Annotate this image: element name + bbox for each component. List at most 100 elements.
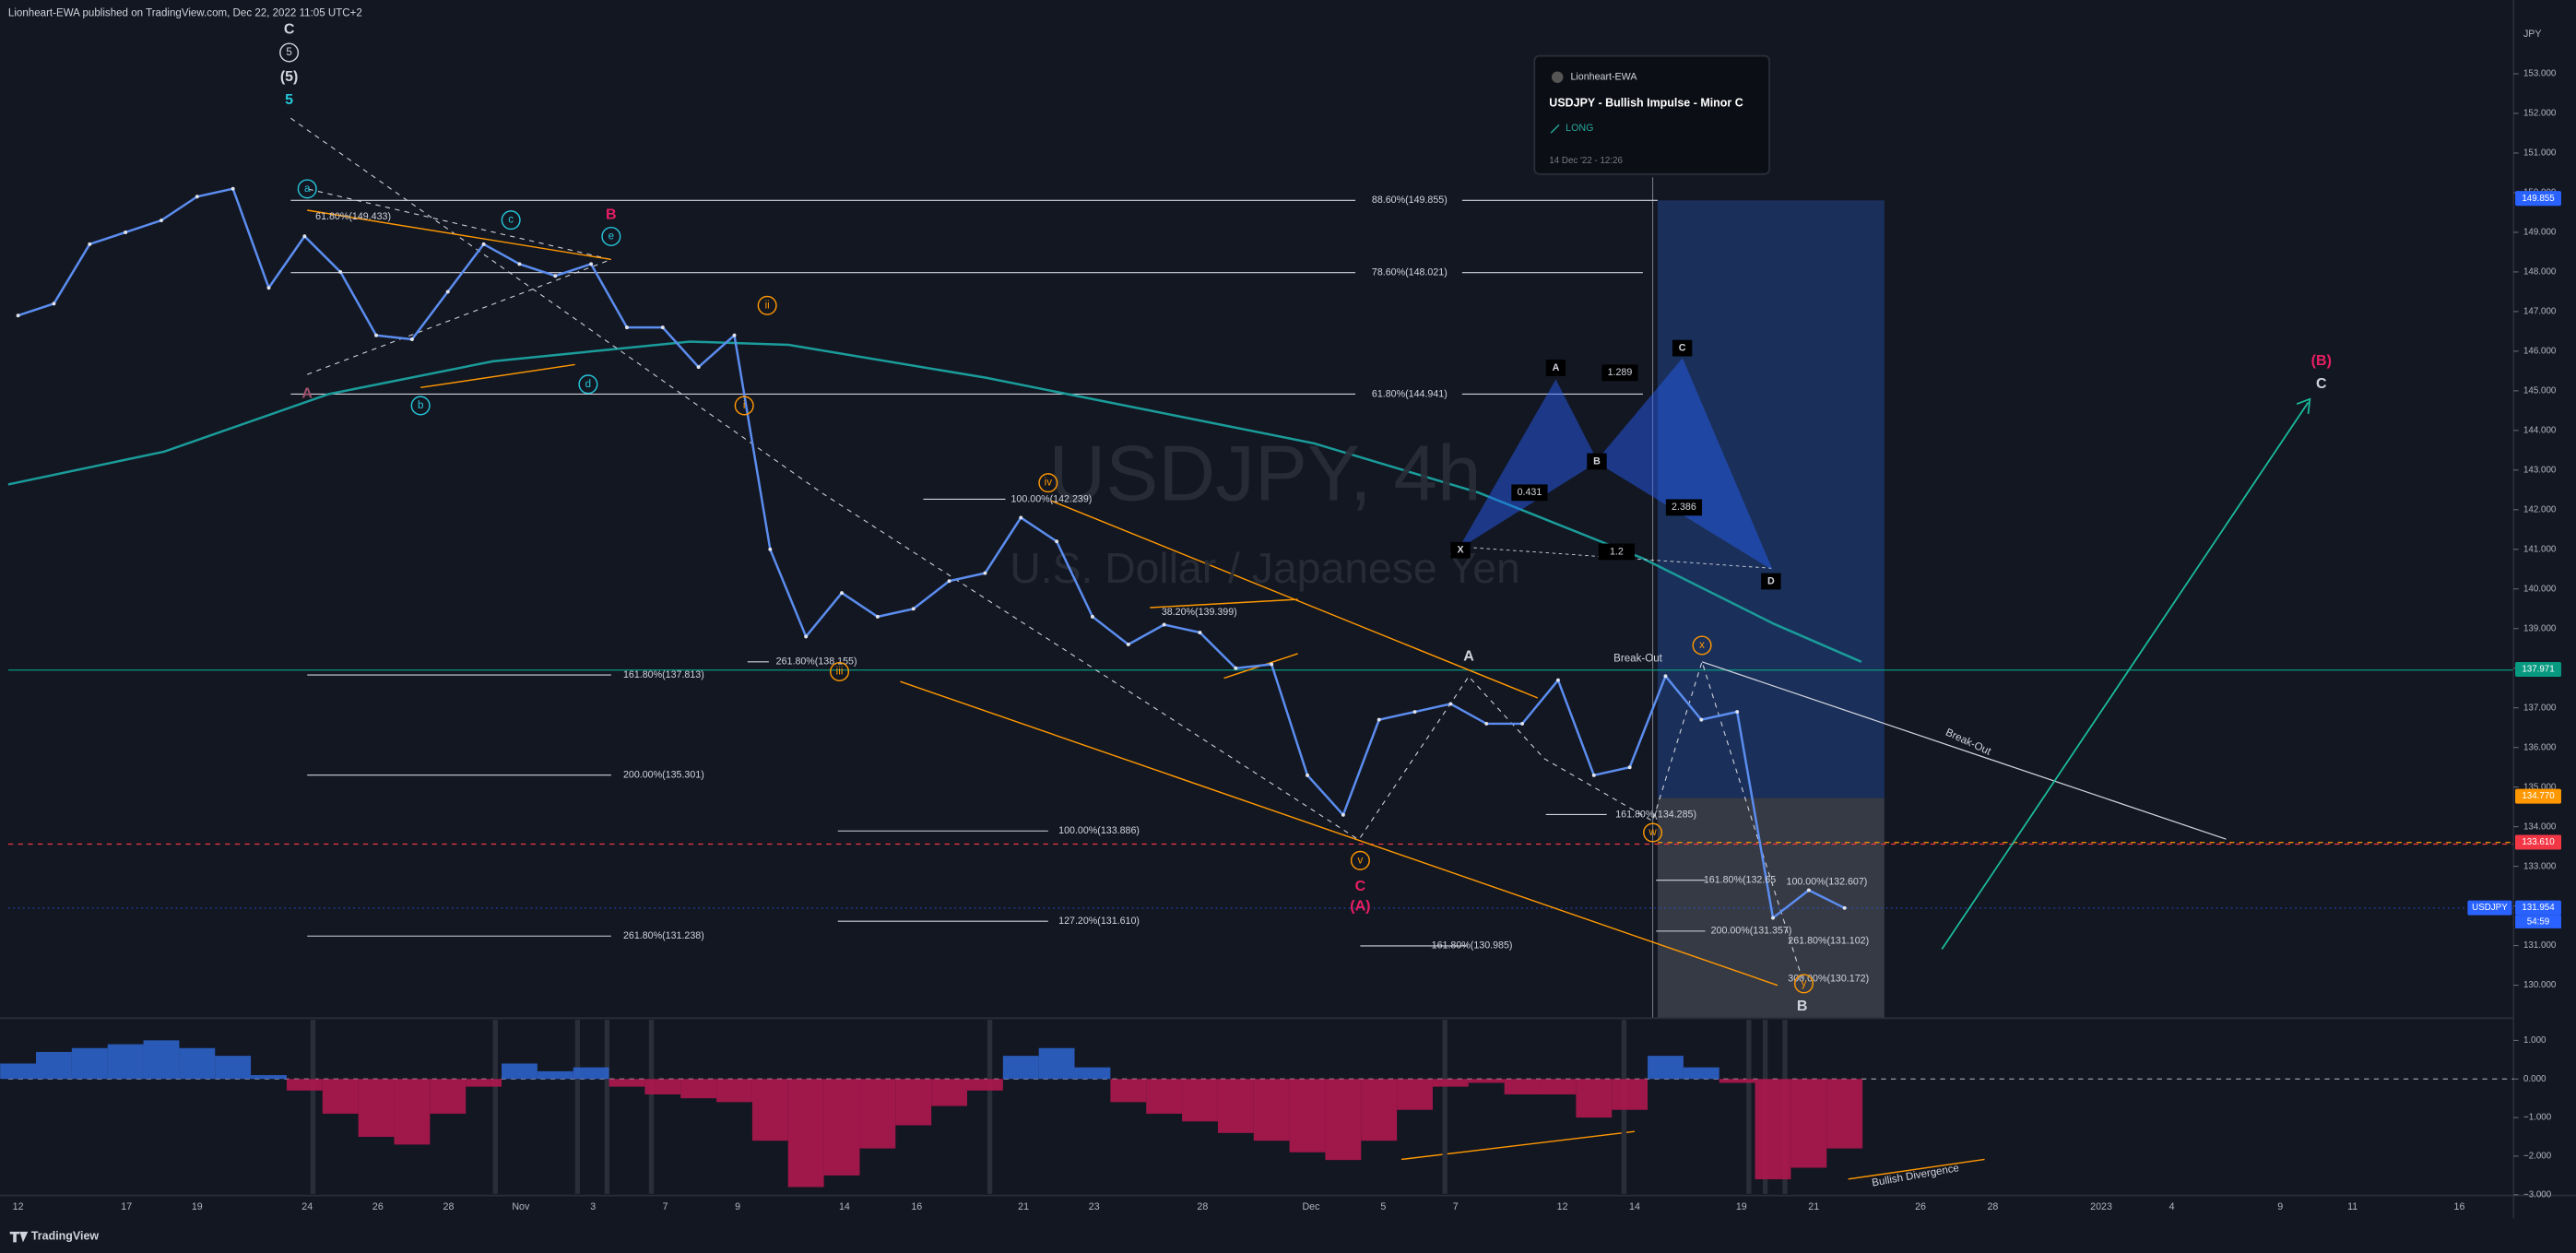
osc-bar xyxy=(787,1079,824,1188)
y-tick-label: 148.000 xyxy=(2523,267,2557,278)
idea-author: Lionheart-EWA xyxy=(1570,72,1637,83)
y-tick-label: 134.000 xyxy=(2523,822,2557,832)
price-point xyxy=(1341,812,1345,817)
wave-label: X xyxy=(1458,545,1465,556)
osc-bar xyxy=(931,1079,967,1106)
price-point xyxy=(1806,888,1811,892)
harmonic-xd xyxy=(1460,546,1771,569)
osc-bar xyxy=(466,1079,502,1087)
wave-label: B xyxy=(1797,998,1808,1014)
wave-label: 0.431 xyxy=(1518,487,1542,498)
fib-label: 300.00%(130.172) xyxy=(1788,973,1869,984)
price-tag-label: 137.971 xyxy=(2522,665,2554,675)
band xyxy=(987,1020,993,1194)
fib-label: 261.80%(131.102) xyxy=(1788,935,1869,946)
price-tag xyxy=(2515,788,2561,804)
brand: TradingView xyxy=(31,1229,100,1242)
price-point xyxy=(160,219,163,223)
fib-label: 127.20%(131.610) xyxy=(1058,916,1140,927)
target-arrow xyxy=(1941,401,2310,950)
publisher-line: Lionheart-EWA published on TradingView.c… xyxy=(8,7,362,18)
wave-circle xyxy=(501,210,521,231)
arrow-head xyxy=(2296,397,2311,414)
price-point xyxy=(983,571,987,575)
price-point xyxy=(1019,515,1023,520)
wave-label: C xyxy=(1679,342,1686,353)
price-point xyxy=(1306,773,1309,777)
osc-bar xyxy=(751,1079,788,1141)
time-label: 16 xyxy=(911,1201,922,1212)
y-tick-label: 142.000 xyxy=(2523,504,2557,514)
breakout-line xyxy=(1701,661,2227,840)
osc-bar xyxy=(358,1079,395,1138)
channel-line xyxy=(1150,598,1298,609)
idea-direction: LONG xyxy=(1566,123,1593,134)
osc-bar xyxy=(1790,1079,1827,1168)
osc-bar xyxy=(1755,1079,1791,1180)
osc-bar xyxy=(1683,1067,1719,1080)
osc-bar xyxy=(394,1079,431,1145)
fib-label: 78.60%(148.021) xyxy=(1372,266,1448,278)
osc-bar xyxy=(609,1079,645,1087)
y-tick-label: 149.000 xyxy=(2523,228,2557,238)
symbol-tag xyxy=(2467,900,2512,916)
y-tick-label: −2.000 xyxy=(2523,1152,2552,1162)
wave-label: A xyxy=(1553,362,1560,373)
osc-bar xyxy=(502,1063,538,1080)
wave-label: (A) xyxy=(1350,897,1370,914)
y-tick-label: 133.000 xyxy=(2523,861,2557,871)
price-point xyxy=(1448,702,1453,706)
osc-bar xyxy=(1432,1079,1469,1087)
price-point xyxy=(1735,710,1740,715)
wave-label: (B) xyxy=(2311,352,2332,369)
channel-line xyxy=(420,363,575,389)
price-point xyxy=(1412,710,1417,715)
price-point xyxy=(1055,539,1059,544)
osc-bar xyxy=(1576,1079,1613,1118)
fib-label: 261.80%(131.238) xyxy=(623,930,704,941)
wave-label: iv xyxy=(1045,478,1053,489)
time-label: 2023 xyxy=(2090,1201,2112,1212)
time-label: Dec xyxy=(1302,1201,1320,1212)
wave-label: A xyxy=(1463,648,1474,665)
price-point xyxy=(1591,773,1596,777)
price-point xyxy=(16,313,20,318)
osc-bar xyxy=(286,1079,323,1091)
fib-label: 100.00%(132.607) xyxy=(1787,876,1868,887)
price-point xyxy=(840,591,844,596)
avatar xyxy=(1551,71,1564,83)
long-icon xyxy=(1550,124,1560,134)
osc-bar xyxy=(36,1051,72,1080)
osc-bar xyxy=(823,1079,860,1176)
fib-label: 200.00%(131.357) xyxy=(1711,926,1792,937)
ratio-box xyxy=(1601,364,1638,382)
price-tag-label: 133.610 xyxy=(2522,837,2555,847)
idea-card[interactable] xyxy=(1533,54,1770,175)
watermark-symbol: USDJPY, 4h xyxy=(1049,431,1482,518)
price-point xyxy=(1090,614,1094,619)
price-tag-label: 134.770 xyxy=(2522,791,2555,801)
osc-bar xyxy=(644,1079,681,1094)
price-point xyxy=(1627,765,1632,770)
ratio-box xyxy=(1511,484,1548,502)
idea-date: 14 Dec '22 - 12:26 xyxy=(1549,156,1623,166)
y-tick-label: 143.000 xyxy=(2523,465,2557,475)
osc-bar xyxy=(1540,1079,1577,1094)
time-label: 11 xyxy=(2347,1201,2357,1212)
price-tag-label: 131.954 xyxy=(2522,903,2555,913)
time-label: 23 xyxy=(1089,1201,1100,1212)
wave-label: c xyxy=(508,215,514,226)
channels xyxy=(307,209,1985,1180)
price-point xyxy=(1555,678,1560,682)
osc-bar xyxy=(1361,1079,1398,1141)
y-tick-label: 137.000 xyxy=(2523,703,2557,713)
price-point xyxy=(52,301,56,306)
price-point xyxy=(374,333,379,337)
time-label: 7 xyxy=(1453,1201,1459,1212)
price-point xyxy=(1270,662,1274,667)
time-label: 26 xyxy=(1915,1201,1926,1212)
price-point xyxy=(1377,717,1381,722)
band xyxy=(1442,1020,1448,1194)
price-point xyxy=(875,614,880,619)
